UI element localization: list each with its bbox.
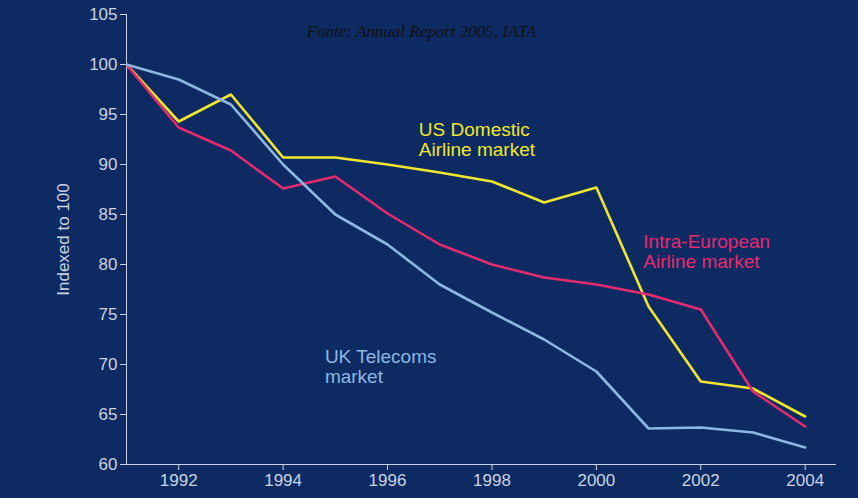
svg-text:2000: 2000 <box>577 471 615 490</box>
svg-text:1992: 1992 <box>160 471 198 490</box>
svg-text:60: 60 <box>99 455 118 474</box>
svg-text:85: 85 <box>99 205 118 224</box>
svg-text:Indexed to 100: Indexed to 100 <box>54 183 73 295</box>
svg-text:100: 100 <box>89 55 117 74</box>
svg-text:1998: 1998 <box>473 471 511 490</box>
svg-text:UK Telecomsmarket: UK Telecomsmarket <box>325 346 437 387</box>
svg-text:1994: 1994 <box>264 471 302 490</box>
svg-text:US DomesticAirline market: US DomesticAirline market <box>419 119 536 160</box>
svg-text:80: 80 <box>99 255 118 274</box>
svg-text:75: 75 <box>99 305 118 324</box>
svg-text:2004: 2004 <box>786 471 824 490</box>
svg-text:2002: 2002 <box>682 471 720 490</box>
svg-text:Intra-EuropeanAirline market: Intra-EuropeanAirline market <box>643 231 770 272</box>
svg-text:65: 65 <box>99 405 118 424</box>
svg-text:90: 90 <box>99 155 118 174</box>
svg-text:105: 105 <box>89 5 117 24</box>
svg-text:70: 70 <box>99 355 118 374</box>
svg-text:95: 95 <box>99 105 118 124</box>
svg-text:Fonte: Annual Report 2005, IAT: Fonte: Annual Report 2005, IATA <box>306 22 537 41</box>
svg-text:1996: 1996 <box>369 471 407 490</box>
